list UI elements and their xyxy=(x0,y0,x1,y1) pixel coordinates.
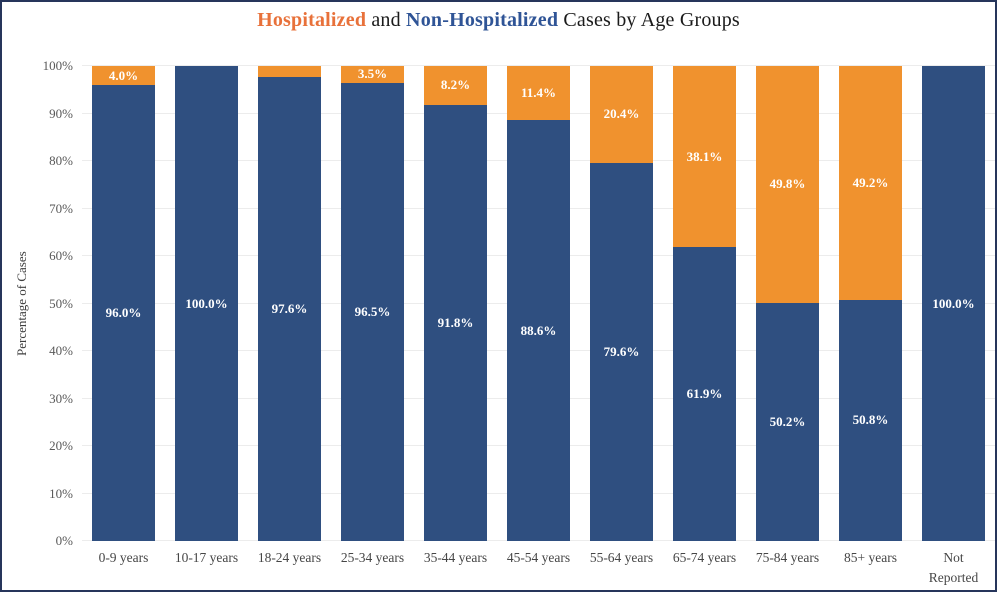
bar-slot: 100.0% xyxy=(912,66,995,541)
segment-hospitalized: 11.4% xyxy=(507,66,570,121)
bars-row: 4.0% 96.0% 100.0% 97.6% 3.5% 96.5% 8.2% 91.8% 11… xyxy=(82,66,995,541)
stacked-bar: 97.6% xyxy=(258,66,321,541)
segment-non-hospitalized: 97.6% xyxy=(258,77,321,541)
bar-slot: 3.5% 96.5% xyxy=(331,66,414,541)
chart-title: Hospitalized and Non-Hospitalized Cases … xyxy=(2,9,995,32)
segment-non-hospitalized: 50.8% xyxy=(839,299,902,541)
segment-non-hospitalized: 61.9% xyxy=(673,246,736,541)
bar-slot: 20.4% 79.6% xyxy=(580,66,663,541)
segment-non-hospitalized: 79.6% xyxy=(590,162,653,541)
value-label: 97.6% xyxy=(271,301,308,317)
value-label: 49.2% xyxy=(852,174,889,190)
stacked-bar: 100.0% xyxy=(175,66,238,541)
x-axis-label: Not Reported xyxy=(928,550,979,585)
x-axis-labels: 0-9 years 10-17 years 18-24 years 25-34 yea… xyxy=(82,541,995,588)
x-axis-label: 18-24 years xyxy=(257,550,322,565)
y-tick-label: 30% xyxy=(49,390,73,406)
value-label: 38.1% xyxy=(686,148,723,164)
segment-non-hospitalized: 96.5% xyxy=(341,82,404,541)
stacked-bar: 100.0% xyxy=(922,66,985,541)
y-tick-label: 50% xyxy=(49,295,73,311)
value-label: 96.0% xyxy=(105,305,142,320)
x-axis-label: 85+ years xyxy=(844,550,897,565)
x-axis-label: 65-74 years xyxy=(672,550,737,565)
stacked-bar: 20.4% 79.6% xyxy=(590,66,653,541)
bar-slot: 49.8% 50.2% xyxy=(746,66,829,541)
bar-slot: 8.2% 91.8% xyxy=(414,66,497,541)
value-label: 88.6% xyxy=(520,322,557,338)
plot-area: 4.0% 96.0% 100.0% 97.6% 3.5% 96.5% 8.2% 91.8% 11… xyxy=(43,58,995,585)
value-label: 96.5% xyxy=(354,303,391,319)
value-label: 50.8% xyxy=(852,412,889,428)
y-tick-label: 40% xyxy=(49,343,73,358)
y-tick-label: 100% xyxy=(42,58,73,73)
y-tick-label: 90% xyxy=(49,105,73,121)
stacked-bar: 3.5% 96.5% xyxy=(341,66,404,541)
segment-hospitalized: 49.2% xyxy=(839,66,902,300)
title-hospitalized: Hospitalized xyxy=(257,9,367,31)
value-label: 91.8% xyxy=(437,314,474,330)
segment-hospitalized: 20.4% xyxy=(590,66,653,163)
bar-slot: 4.0% 96.0% xyxy=(82,66,165,541)
stacked-bar: 8.2% 91.8% xyxy=(424,66,487,541)
y-tick-label: 80% xyxy=(49,153,73,168)
title-non-hospitalized: Non-Hospitalized xyxy=(406,9,559,31)
value-label: 4.0% xyxy=(108,67,139,83)
bar-slot: 100.0% xyxy=(165,66,248,541)
segment-hospitalized: 49.8% xyxy=(756,66,819,303)
x-axis-label: 25-34 years xyxy=(340,550,405,565)
value-label: 11.4% xyxy=(520,85,557,101)
stacked-bar: 4.0% 96.0% xyxy=(92,66,155,541)
title-suffix: Cases by Age Groups xyxy=(558,9,740,31)
value-label: 79.6% xyxy=(603,343,640,359)
segment-non-hospitalized: 100.0% xyxy=(922,66,985,541)
segment-non-hospitalized: 91.8% xyxy=(424,104,487,541)
gridline-100 xyxy=(82,65,995,66)
y-tick-label: 10% xyxy=(49,485,73,501)
stacked-bar: 38.1% 61.9% xyxy=(673,66,736,541)
bar-slot: 49.2% 50.8% xyxy=(829,66,912,541)
value-label: 61.9% xyxy=(686,385,723,401)
x-axis-label: 35-44 years xyxy=(423,550,488,565)
segment-hospitalized: 8.2% xyxy=(424,66,487,105)
segment-hospitalized: 4.0% xyxy=(92,66,155,85)
stacked-bar: 49.8% 50.2% xyxy=(756,66,819,541)
y-tick-label: 20% xyxy=(49,438,73,453)
x-axis-label: 10-17 years xyxy=(174,550,239,565)
segment-non-hospitalized: 100.0% xyxy=(175,66,238,541)
x-axis-label: 0-9 years xyxy=(98,550,149,565)
bar-slot: 38.1% 61.9% xyxy=(663,66,746,541)
x-axis-label: 75-84 years xyxy=(755,550,820,565)
bar-slot: 11.4% 88.6% xyxy=(497,66,580,541)
stacked-bar: 11.4% 88.6% xyxy=(507,66,570,541)
bar-slot: 97.6% xyxy=(248,66,331,541)
segment-non-hospitalized: 88.6% xyxy=(507,120,570,541)
value-label: 49.8% xyxy=(769,176,806,192)
segment-non-hospitalized: 96.0% xyxy=(92,85,155,541)
value-label: 50.2% xyxy=(769,413,806,429)
title-and: and xyxy=(366,9,407,31)
value-label: 20.4% xyxy=(603,106,640,122)
x-axis-label: 55-64 years xyxy=(589,550,654,565)
value-label: 8.2% xyxy=(440,77,471,93)
value-label: 100.0% xyxy=(932,295,975,311)
segment-hospitalized: 3.5% xyxy=(341,66,404,83)
value-label: 100.0% xyxy=(185,295,228,311)
segment-hospitalized xyxy=(258,66,321,78)
y-tick-label: 60% xyxy=(49,248,73,263)
x-axis-label: 45-54 years xyxy=(506,550,571,565)
segment-hospitalized: 38.1% xyxy=(673,66,736,247)
stacked-bar: 49.2% 50.8% xyxy=(839,66,902,541)
y-tick-label: 70% xyxy=(49,200,73,216)
segment-non-hospitalized: 50.2% xyxy=(756,302,819,541)
y-tick-label: 0% xyxy=(55,533,73,548)
value-label: 3.5% xyxy=(357,66,388,82)
